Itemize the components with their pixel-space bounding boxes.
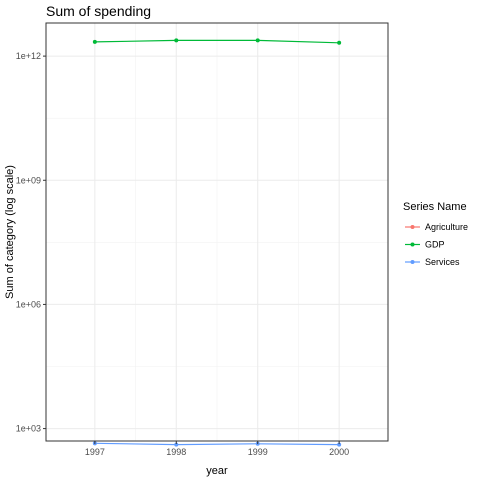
y-tick-label: 1e+03 — [16, 424, 41, 434]
legend-key-point-services — [410, 260, 415, 264]
legend-title: Series Name — [403, 201, 467, 213]
data-point-gdp — [174, 38, 179, 43]
y-tick-label: 1e+06 — [16, 299, 41, 309]
legend-label-agriculture: Agriculture — [425, 222, 468, 232]
series-layer — [92, 38, 342, 447]
series-line-gdp — [94, 39, 340, 44]
data-point-services — [337, 442, 342, 447]
legend-label-gdp: GDP — [425, 240, 445, 250]
y-tick-label: 1e+09 — [16, 175, 41, 185]
y-axis-title: Sum of category (log scale) — [4, 165, 16, 299]
data-point-gdp — [255, 38, 260, 43]
x-tick-label: 2000 — [329, 447, 349, 457]
axis-ticks: 1e+03 1e+06 1e+09 1e+12 1997 1998 1999 2000 — [16, 51, 349, 457]
legend: Series Name Agriculture GDP Services — [403, 201, 468, 267]
legend-label-services: Services — [425, 257, 460, 267]
chart-title: Sum of spending — [46, 3, 151, 19]
y-tick-label: 1e+12 — [16, 51, 41, 61]
legend-key-point-agriculture — [410, 225, 415, 229]
data-point-gdp — [337, 40, 342, 45]
major-gridlines — [46, 23, 388, 441]
x-tick-label: 1997 — [85, 447, 105, 457]
x-tick-label: 1998 — [166, 447, 186, 457]
plot-border — [45, 22, 389, 442]
x-tick-label: 1999 — [248, 447, 268, 457]
minor-gridlines — [46, 23, 388, 441]
data-point-gdp — [92, 39, 97, 44]
data-point-services — [174, 442, 179, 447]
series-line-services — [94, 442, 340, 446]
legend-key-point-gdp — [410, 242, 415, 247]
x-axis-title: year — [206, 465, 228, 477]
